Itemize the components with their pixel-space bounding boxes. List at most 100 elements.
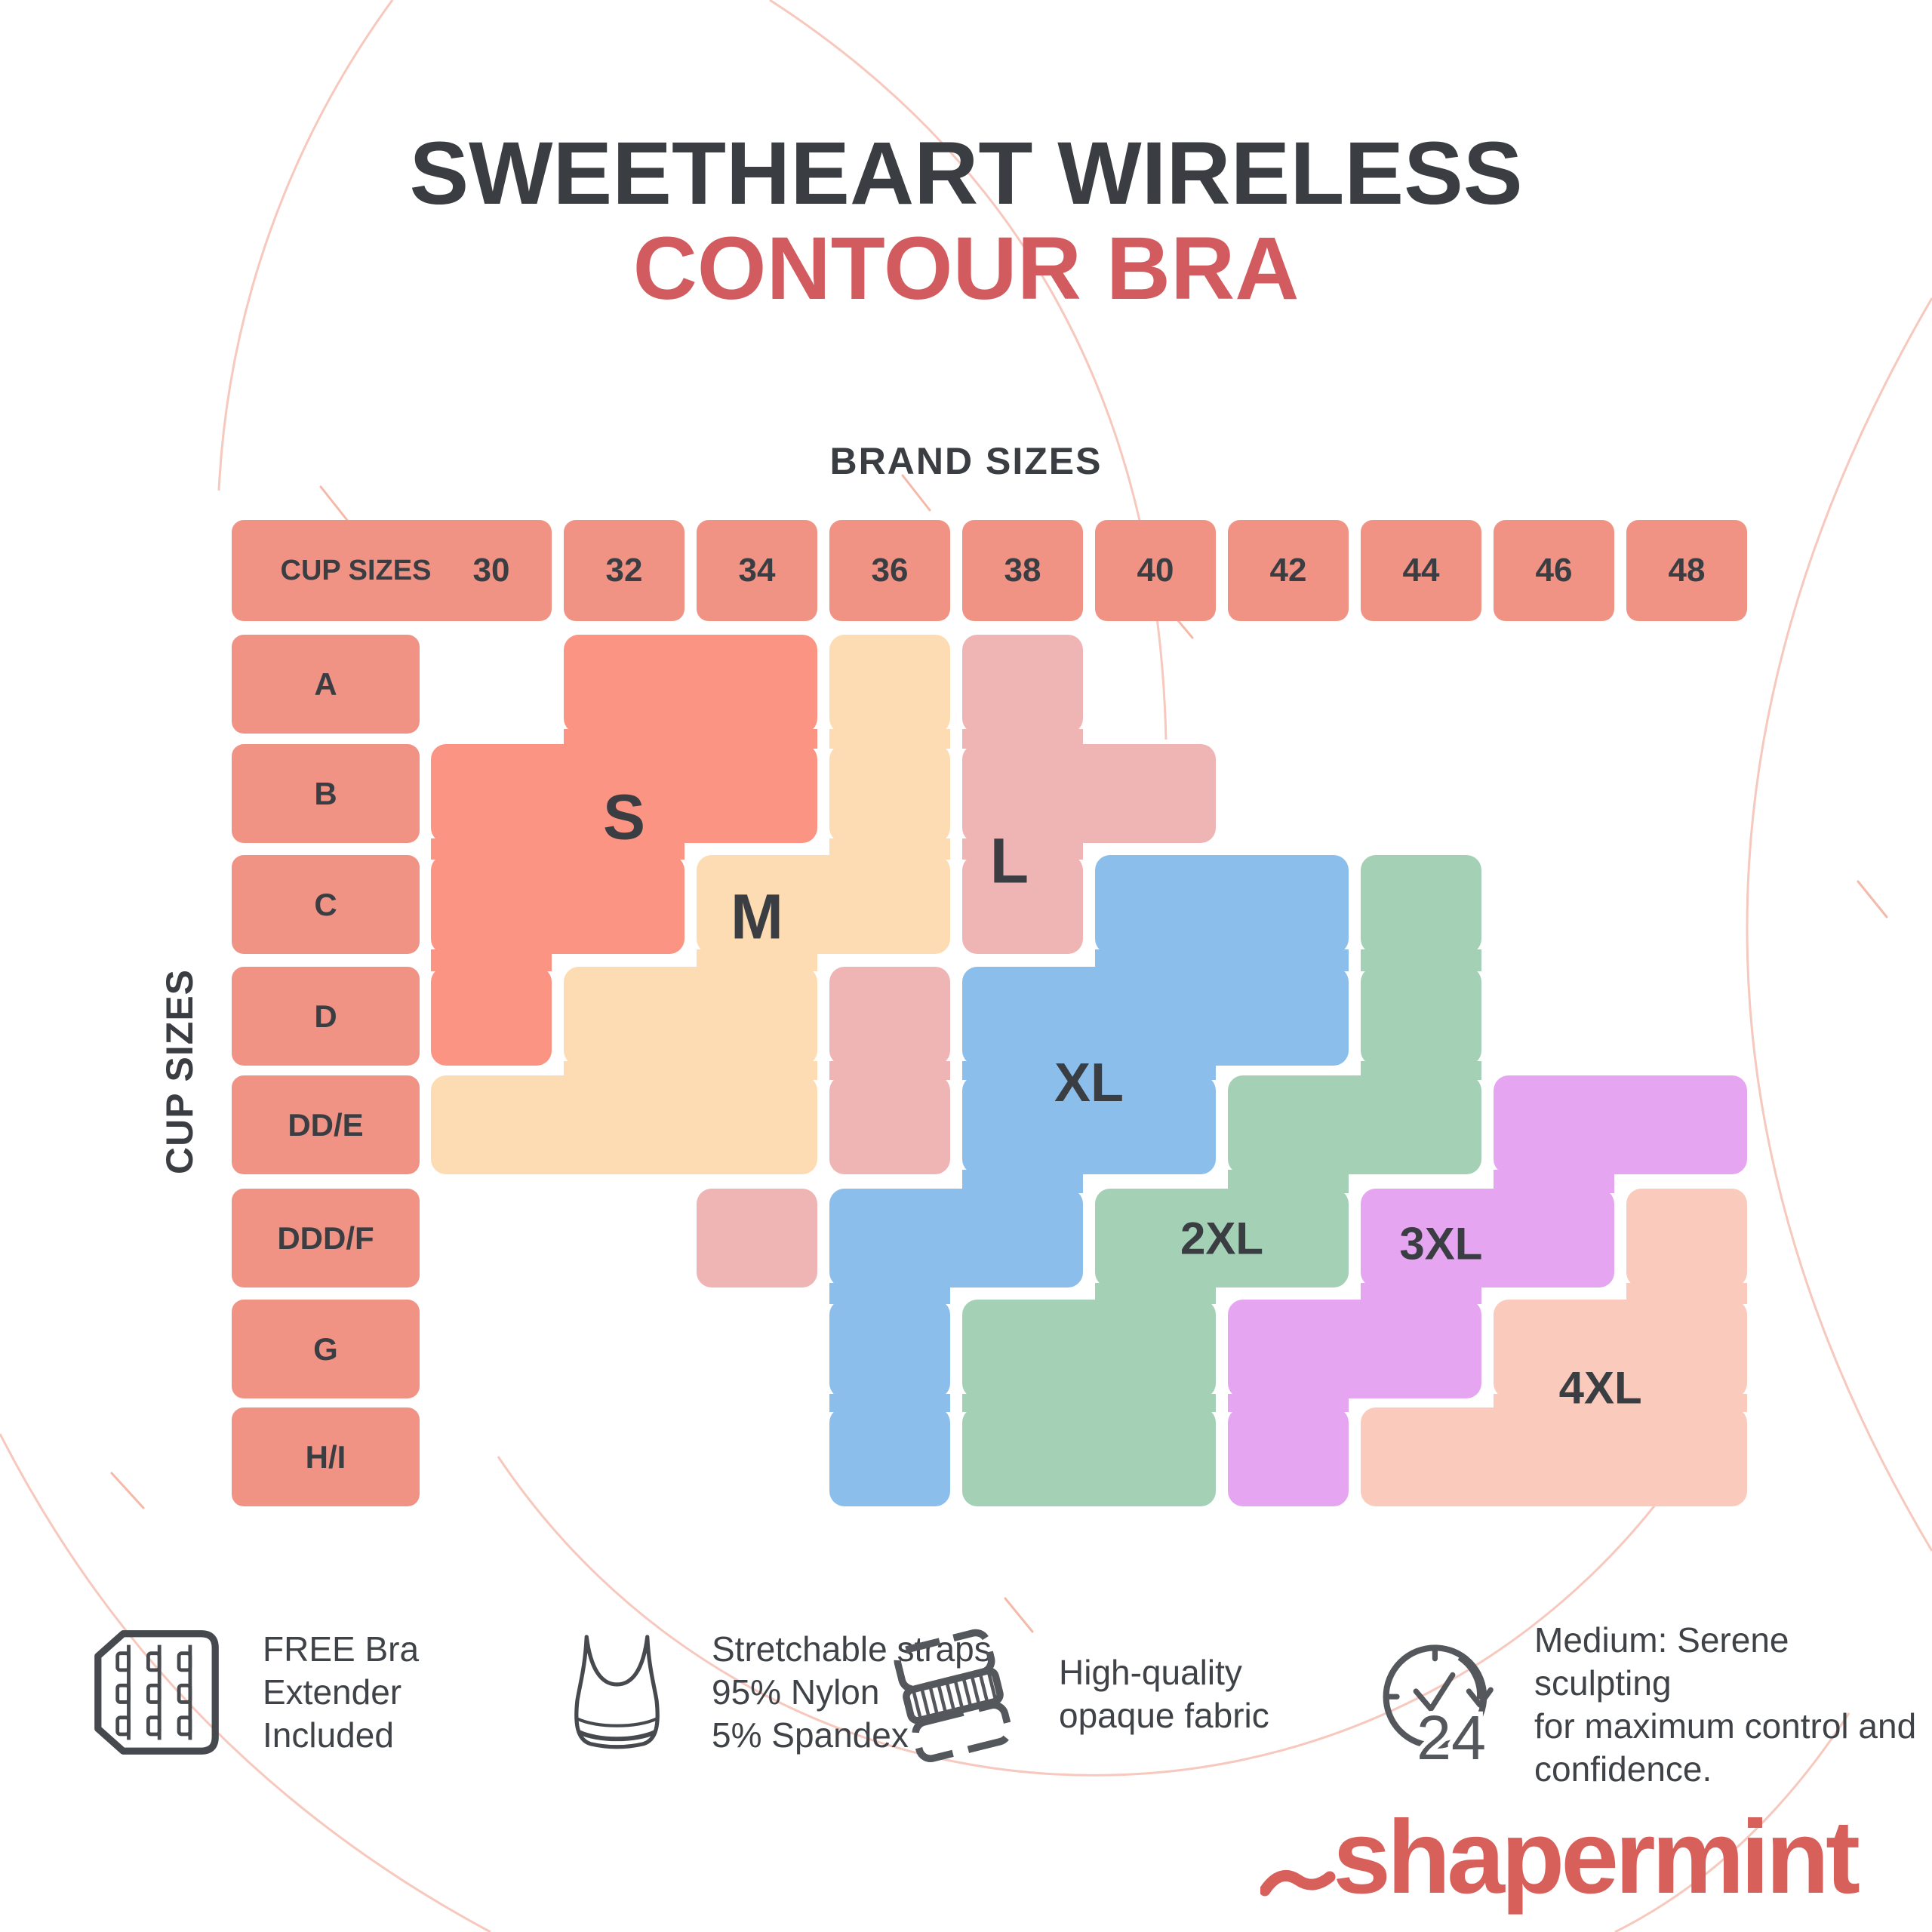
clock-24-icon: 24: [1383, 1644, 1494, 1777]
size-region-M: [564, 967, 817, 1066]
fabric-layers-icon: [894, 1629, 1013, 1762]
size-region-2XL: [1361, 967, 1481, 1066]
cup-size-label-B: B: [232, 744, 420, 843]
cup-size-label-DD-E: DD/E: [232, 1075, 420, 1174]
size-region-label-4XL: 4XL: [1558, 1362, 1642, 1414]
brand-size-header-44: 44: [1361, 520, 1481, 621]
size-region-L: [962, 635, 1083, 734]
bra-extender-icon: [94, 1630, 219, 1755]
size-region-S: [564, 635, 817, 734]
size-region-4XL: [1626, 1189, 1747, 1287]
size-region-3XL: [1361, 1189, 1614, 1287]
feature-text: FREE Bra Extender Included: [263, 1629, 420, 1755]
size-region-M: [431, 1075, 817, 1174]
size-region-2XL: [962, 1407, 1216, 1506]
brand-size-header-40: 40: [1095, 520, 1216, 621]
size-region-bridge-XL: [829, 1283, 950, 1304]
cup-size-label-DDD-F: DDD/F: [232, 1189, 420, 1287]
svg-text:24: 24: [1417, 1703, 1486, 1773]
size-region-XL: [962, 967, 1349, 1066]
cup-size-label-H-I: H/I: [232, 1407, 420, 1506]
size-region-bridge-4XL: [1626, 1283, 1747, 1304]
brand-size-header-36: 36: [829, 520, 950, 621]
size-region-bridge-4XL: [1494, 1394, 1747, 1412]
page-title-line2: CONTOUR BRA: [632, 219, 1300, 318]
size-region-M: [829, 744, 950, 843]
size-region-label-XL: XL: [1054, 1052, 1124, 1113]
cup-size-label-A: A: [232, 635, 420, 734]
feature-opaque-fabric: High-quality opaque fabric: [875, 1623, 1269, 1766]
size-region-bridge-L: [962, 838, 1083, 860]
size-region-2XL: [1361, 855, 1481, 954]
size-region-bridge-2XL: [1228, 1170, 1349, 1193]
page-title-line1: SWEETHEART WIRELESS: [409, 124, 1523, 223]
size-region-bridge-2XL: [962, 1394, 1216, 1412]
size-region-L: [697, 1189, 817, 1287]
size-region-S: [431, 967, 552, 1066]
brand-size-header-48: 48: [1626, 520, 1747, 621]
size-region-label-S: S: [602, 781, 646, 853]
brand-size-header-32: 32: [564, 520, 685, 621]
size-region-bridge-S: [431, 949, 552, 971]
cup-size-label-C: C: [232, 855, 420, 954]
size-region-bridge-2XL: [1361, 949, 1481, 971]
size-region-3XL: [1228, 1407, 1349, 1506]
size-region-bridge-S: [431, 838, 685, 860]
size-region-L: [829, 967, 950, 1066]
feature-text: Medium: Serene sculpting for maximum con…: [1534, 1620, 1917, 1789]
logo-text: shapermint: [1333, 1799, 1860, 1915]
size-region-bridge-L: [829, 1061, 950, 1080]
size-region-M: [697, 855, 950, 954]
size-region-L: [962, 744, 1216, 843]
size-region-XL: [829, 1407, 950, 1506]
size-region-S: [431, 744, 817, 843]
size-region-bridge-M: [829, 838, 950, 860]
size-region-bridge-M: [564, 1061, 817, 1080]
size-region-bridge-M: [829, 729, 950, 749]
size-region-bridge-3XL: [1494, 1170, 1614, 1193]
shapermint-logo: shapermint: [1260, 1798, 1860, 1918]
cup-size-label-D: D: [232, 967, 420, 1066]
brand-size-header-38: 38: [962, 520, 1083, 621]
size-region-bridge-M: [697, 949, 817, 971]
size-region-XL: [829, 1300, 950, 1398]
size-region-2XL: [1228, 1075, 1481, 1174]
size-region-bridge-XL: [829, 1394, 950, 1412]
brand-size-header-34: 34: [697, 520, 817, 621]
size-region-3XL: [1494, 1075, 1747, 1174]
size-region-bridge-XL: [1095, 949, 1349, 971]
size-region-bridge-3XL: [1228, 1394, 1349, 1412]
brand-size-header-42: 42: [1228, 520, 1349, 621]
feature-text: High-quality opaque fabric: [1059, 1652, 1269, 1735]
brand-sizes-axis-label: BRAND SIZES: [829, 440, 1103, 482]
bra-top-icon: [574, 1635, 660, 1749]
logo-swoosh-icon: [1260, 1869, 1336, 1897]
size-region-L: [962, 855, 1083, 954]
feature-bra-extender: FREE Bra Extender Included: [79, 1623, 419, 1762]
size-region-label-L: L: [989, 825, 1029, 897]
size-region-bridge-L: [962, 729, 1083, 749]
cup-sizes-axis-label: CUP SIZES: [158, 968, 201, 1175]
size-region-bridge-2XL: [1361, 1061, 1481, 1080]
size-region-bridge-XL: [962, 1170, 1083, 1193]
size-region-XL: [1095, 855, 1349, 954]
size-region-2XL: [962, 1300, 1216, 1398]
size-region-label-3XL: 3XL: [1399, 1218, 1483, 1269]
size-region-3XL: [1228, 1300, 1481, 1398]
size-region-4XL: [1361, 1407, 1747, 1506]
size-region-M: [829, 635, 950, 734]
brand-size-header-46: 46: [1494, 520, 1614, 621]
size-region-4XL: [1494, 1300, 1747, 1398]
cup-size-label-G: G: [232, 1300, 420, 1398]
size-region-2XL: [1095, 1189, 1349, 1287]
size-region-bridge-2XL: [1095, 1283, 1216, 1304]
size-region-XL: [962, 1075, 1216, 1174]
size-region-S: [431, 855, 685, 954]
brand-size-header-30: 30: [431, 520, 552, 621]
size-region-label-2XL: 2XL: [1180, 1213, 1264, 1263]
size-region-label-M: M: [731, 881, 783, 952]
size-region-XL: [829, 1189, 1083, 1287]
